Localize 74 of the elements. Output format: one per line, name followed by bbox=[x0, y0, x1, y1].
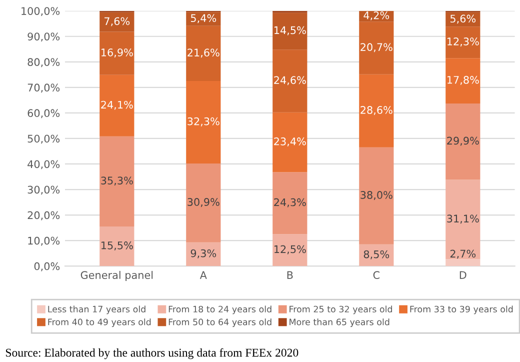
bar bbox=[186, 242, 221, 266]
source-note: Source: Elaborated by the authors using data from FEEx 2020 bbox=[6, 348, 298, 360]
bar bbox=[446, 104, 480, 180]
bar bbox=[272, 12, 308, 50]
data-label: 9,3% bbox=[190, 249, 216, 258]
x-tick-label: B bbox=[287, 271, 293, 279]
data-label: 4,2% bbox=[364, 11, 390, 20]
y-tick-label: 10,0% bbox=[28, 236, 60, 246]
data-label: 32,3% bbox=[188, 117, 220, 126]
bar bbox=[446, 58, 480, 104]
data-label: 7,6% bbox=[104, 17, 130, 26]
legend-label: From 25 to 32 years old bbox=[290, 306, 392, 314]
y-tick-label: 30,0% bbox=[28, 186, 60, 195]
data-label: 21,6% bbox=[188, 48, 220, 58]
data-label: 28,6% bbox=[360, 106, 392, 115]
data-label: 38,0% bbox=[360, 191, 392, 200]
bar bbox=[272, 234, 308, 266]
bar bbox=[186, 12, 221, 26]
legend-label: More than 65 years old bbox=[290, 318, 390, 327]
bar bbox=[100, 136, 134, 227]
data-label: 24,3% bbox=[274, 198, 306, 208]
data-label: 29,9% bbox=[447, 136, 479, 146]
y-tick-label: 100,0% bbox=[22, 7, 60, 16]
data-label: 14,5% bbox=[274, 26, 306, 36]
data-label: 2,7% bbox=[450, 250, 476, 259]
bar bbox=[100, 12, 134, 32]
y-tick-label: 20,0% bbox=[28, 211, 60, 220]
y-tick-label: 60,0% bbox=[28, 109, 60, 118]
x-tick-label: General panel bbox=[80, 270, 153, 282]
x-tick-label: C bbox=[373, 271, 380, 279]
bar bbox=[272, 50, 308, 112]
bar bbox=[446, 180, 480, 260]
bar bbox=[100, 226, 134, 266]
y-tick-label: 90,0% bbox=[28, 32, 60, 42]
bar bbox=[359, 147, 394, 244]
data-label: 35,3% bbox=[101, 176, 133, 186]
bar bbox=[186, 26, 221, 82]
data-label: 24,6% bbox=[274, 76, 306, 86]
bar bbox=[272, 112, 308, 172]
x-tick-label: A bbox=[200, 271, 207, 279]
data-label: 16,9% bbox=[102, 48, 133, 58]
bar bbox=[359, 22, 394, 74]
legend-label: From 50 to 64 years old bbox=[168, 318, 272, 327]
bar bbox=[272, 172, 308, 234]
data-label: 30,9% bbox=[188, 198, 220, 207]
data-label: 23,4% bbox=[274, 137, 306, 146]
bar bbox=[359, 244, 394, 266]
legend-label: Less than 17 years old bbox=[48, 306, 146, 314]
y-tick-label: 70,0% bbox=[28, 84, 60, 93]
x-tick-label: D bbox=[460, 271, 466, 279]
y-tick-label: 80,0% bbox=[28, 58, 60, 68]
bar bbox=[186, 81, 221, 164]
data-label: 5,6% bbox=[450, 14, 476, 24]
bar bbox=[359, 74, 394, 148]
legend-label: From 33 to 39 years old bbox=[410, 306, 513, 314]
data-label: 31,1% bbox=[447, 214, 479, 224]
data-label: 12,3% bbox=[448, 38, 479, 46]
data-label: 8,5% bbox=[364, 250, 390, 260]
data-label: 12,5% bbox=[274, 245, 306, 254]
legend-label: From 18 to 24 years old bbox=[168, 306, 272, 314]
bar bbox=[100, 74, 134, 136]
bar bbox=[186, 163, 221, 242]
data-label: 5,4% bbox=[190, 14, 216, 24]
bar bbox=[446, 26, 480, 58]
data-label: 24,1% bbox=[101, 100, 133, 110]
bar bbox=[446, 259, 480, 266]
legend-label: From 40 to 49 years old bbox=[48, 318, 151, 327]
y-tick-label: 50,0% bbox=[28, 134, 60, 144]
y-tick-label: 0,0% bbox=[34, 262, 60, 272]
data-label: 17,8% bbox=[448, 76, 479, 85]
data-label: 15,5% bbox=[102, 241, 133, 250]
y-tick-label: 40,0% bbox=[28, 160, 60, 170]
data-label: 20,7% bbox=[360, 43, 392, 52]
bar bbox=[100, 32, 134, 75]
